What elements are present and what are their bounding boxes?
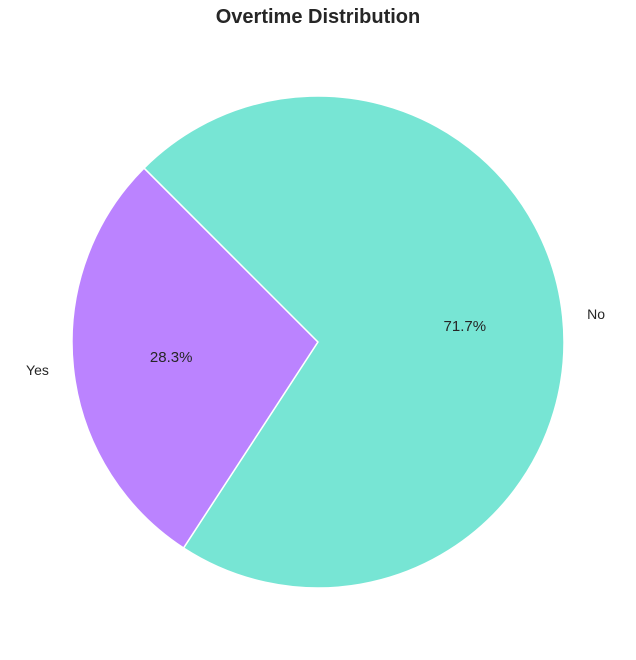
slice-percent-no: 71.7% [444,318,487,335]
slice-percent-yes: 28.3% [150,349,193,366]
pie-slices [71,95,565,589]
chart-title: Overtime Distribution [215,6,421,28]
pie-slice-no [143,95,565,589]
pie-slice-yes [71,167,319,549]
slice-label-no: No [587,306,605,322]
pie-labels: Yes 28.3% No 71.7% [26,306,605,378]
slice-label-yes: Yes [26,362,49,378]
